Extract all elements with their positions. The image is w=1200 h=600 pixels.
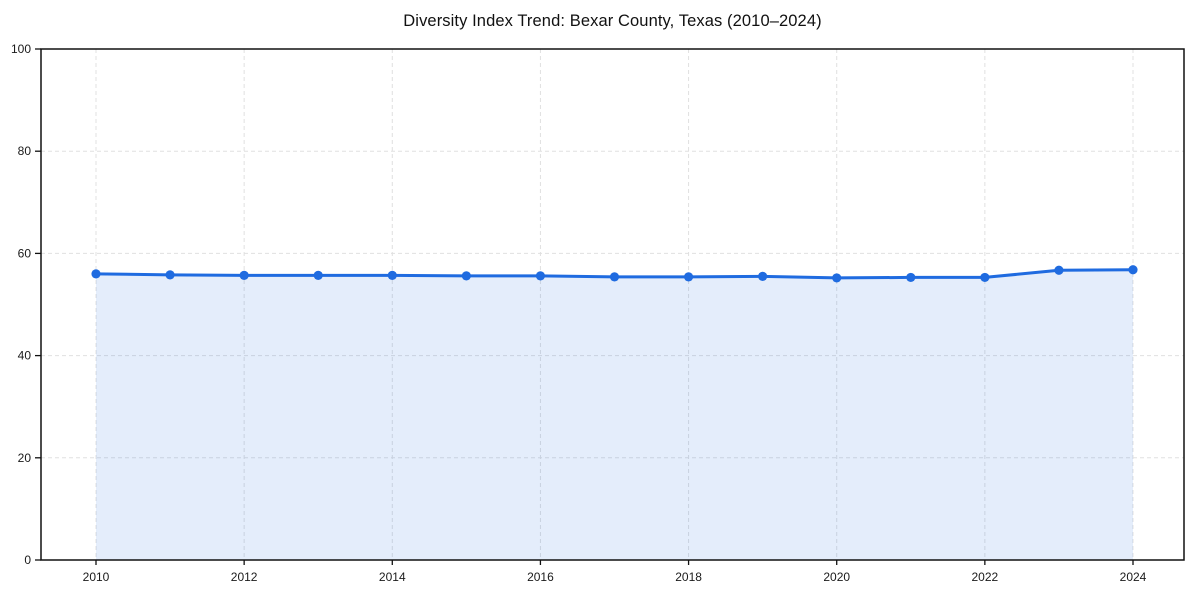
data-point-2014 [387,270,397,280]
data-point-2010 [91,269,101,279]
data-point-2024 [1128,265,1138,275]
x-tick-label: 2022 [972,570,999,584]
data-point-2016 [535,271,546,281]
data-point-2011 [165,270,175,280]
data-point-2022 [980,272,990,283]
y-tick-label: 40 [18,349,32,363]
x-tick-label: 2014 [379,570,406,584]
data-point-2013 [313,270,323,280]
area-fill [96,269,1133,560]
x-tick-label: 2020 [823,570,850,584]
y-tick-label: 80 [18,144,32,158]
data-point-2021 [906,272,916,283]
y-tick-label: 20 [18,451,32,465]
data-point-2023 [1054,265,1064,275]
x-tick-label: 2018 [675,570,702,584]
y-tick-label: 100 [11,42,31,56]
data-point-2017 [609,272,620,282]
x-tick-label: 2012 [231,570,258,584]
x-tick-label: 2024 [1120,570,1147,584]
y-tick-label: 60 [18,246,32,260]
data-point-2012 [239,270,249,280]
data-point-2015 [461,271,471,281]
data-point-2020 [832,273,842,283]
x-tick-label: 2016 [527,570,554,584]
data-point-2019 [758,271,768,281]
y-tick-label: 0 [24,553,31,567]
chart-title: Diversity Index Trend: Bexar County, Tex… [403,12,822,30]
x-tick-label: 2010 [83,570,110,584]
plot-border [40,48,1185,561]
data-point-2018 [683,272,694,282]
